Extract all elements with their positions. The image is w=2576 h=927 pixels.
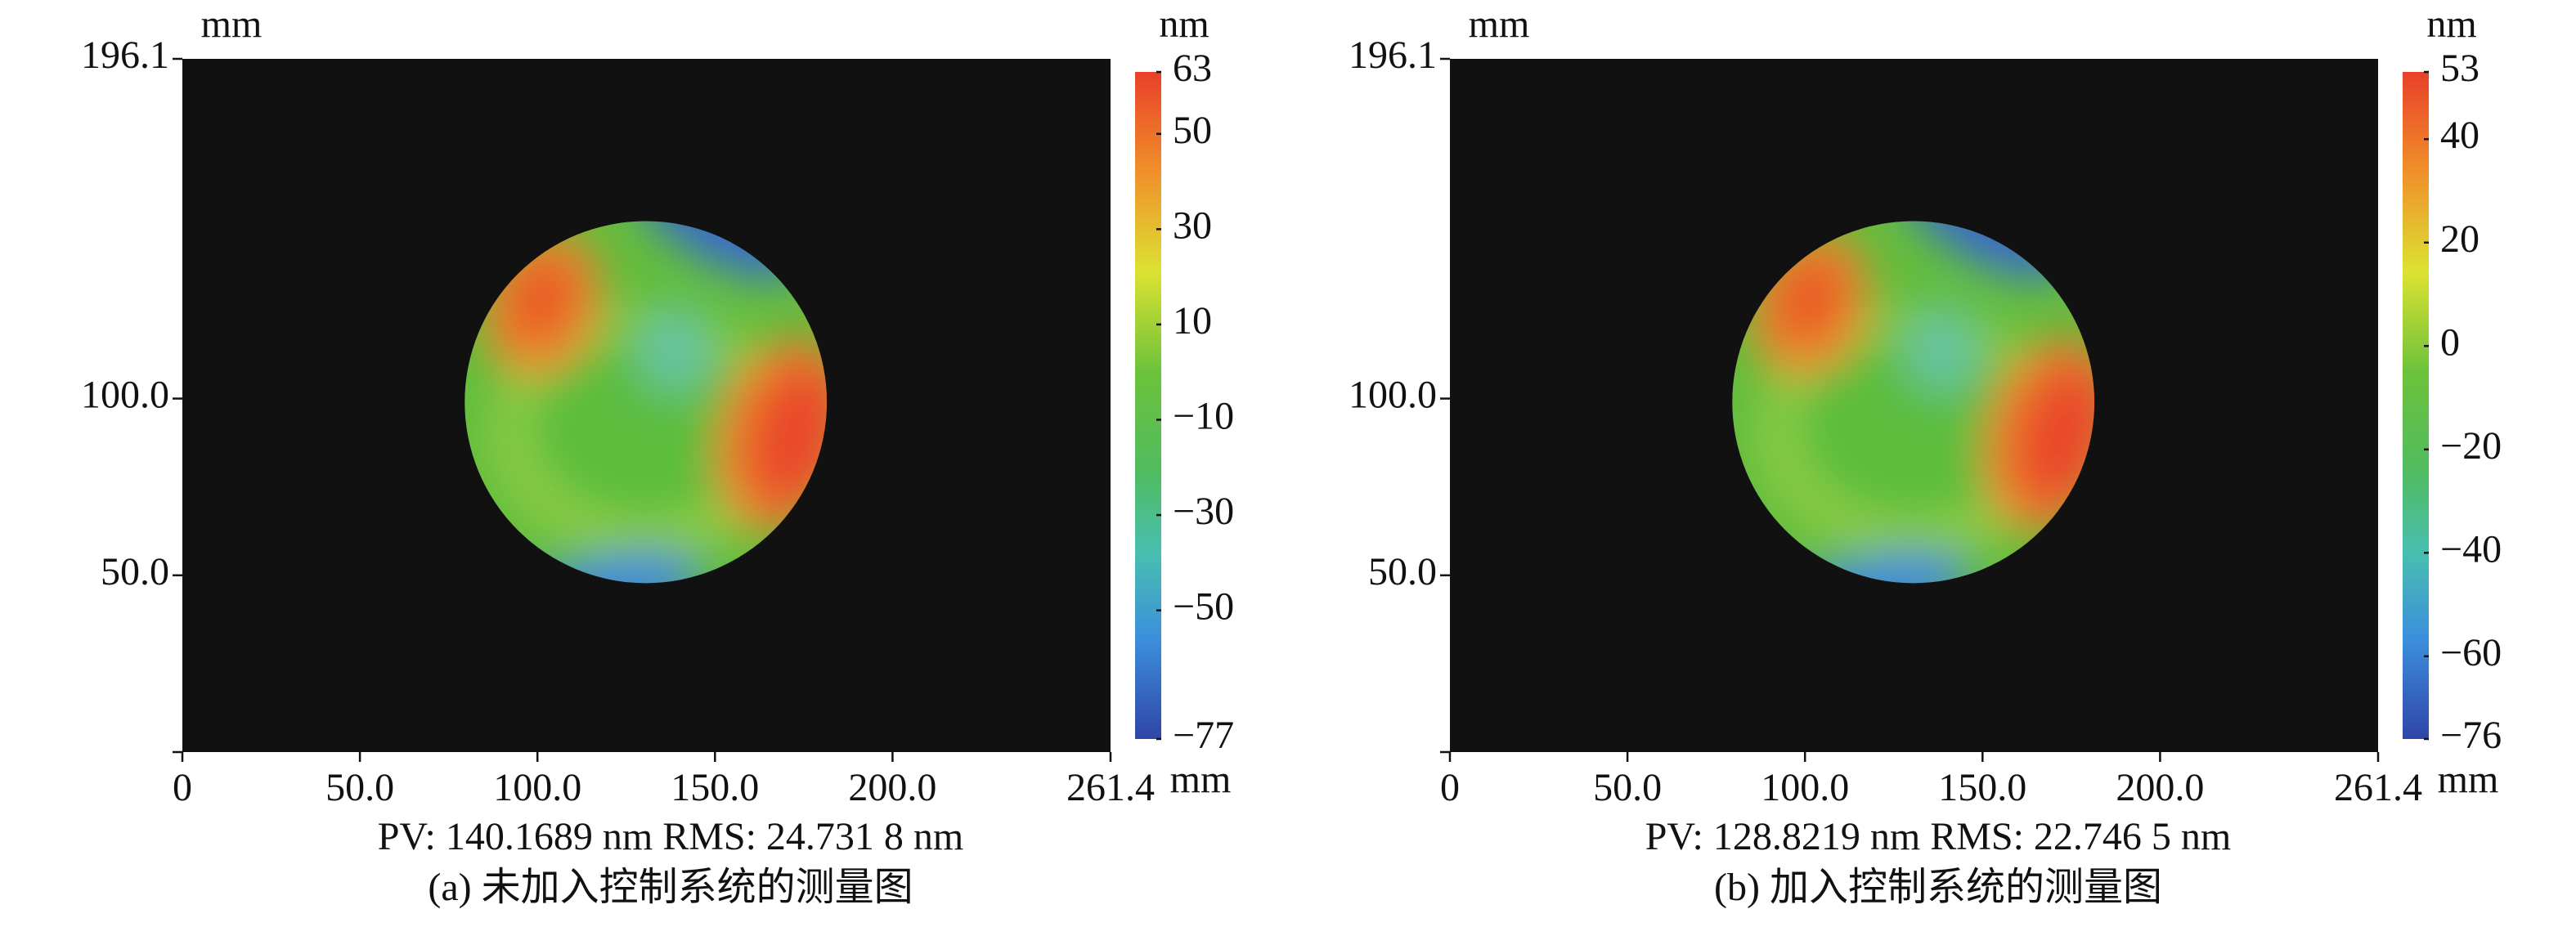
panel: 0 50.0 100.0 150.0 200.0 261.4 50.0 100.0 196.1 m… <box>81 2 1234 909</box>
colorbar-tick-label: −20 <box>2440 424 2502 468</box>
x-tick-label: 100.0 <box>493 766 581 809</box>
x-tick-label: 200.0 <box>848 766 936 809</box>
x-tick-label: 0 <box>173 766 192 809</box>
colorbar-tick-label: −40 <box>2440 527 2502 571</box>
surface <box>464 221 828 584</box>
x-tick-label: 50.0 <box>325 766 394 809</box>
surface-feature <box>637 303 712 394</box>
surface-feature <box>1905 303 1980 394</box>
colorbar-tick-label: 30 <box>1173 204 1212 247</box>
x-axis-unit: mm <box>2438 758 2499 801</box>
surface-feature <box>530 336 761 517</box>
colorbar-unit: nm <box>2426 2 2476 46</box>
caption: (a) 未加入控制系统的测量图 <box>428 866 913 909</box>
x-tick-label: 150.0 <box>1938 766 2026 809</box>
x-tick-label: 0 <box>1440 766 1460 809</box>
colorbar-tick-label: −76 <box>2440 714 2502 757</box>
colorbar-tick-label: 10 <box>1173 299 1212 343</box>
x-tick-label: 200.0 <box>2116 766 2204 809</box>
y-tick-label: 196.1 <box>81 34 169 77</box>
colorbar-tick-label: 0 <box>2440 320 2460 364</box>
colorbar-tick-label: 20 <box>2440 217 2480 261</box>
x-tick-label: 50.0 <box>1593 766 1662 809</box>
colorbar-tick-label: −10 <box>1173 395 1234 438</box>
surface-feature <box>1797 336 2029 517</box>
y-axis-unit: mm <box>201 2 263 46</box>
x-tick-label: 100.0 <box>1761 766 1849 809</box>
colorbar <box>2403 72 2429 739</box>
y-tick-label: 50.0 <box>101 550 169 593</box>
colorbar-tick-label: 53 <box>2440 47 2480 90</box>
surface-feature <box>505 255 578 344</box>
x-tick-label: 261.4 <box>2334 766 2422 809</box>
surface-feature <box>1773 255 1846 344</box>
annotation: PV: 128.8219 nm RMS: 22.746 5 nm <box>1645 815 2232 858</box>
annotation: PV: 140.1689 nm RMS: 24.731 8 nm <box>378 815 964 858</box>
x-tick-label: 150.0 <box>671 766 759 809</box>
colorbar-tick-label: −50 <box>1173 585 1234 629</box>
colorbar-tick-label: −77 <box>1173 714 1234 757</box>
y-axis-unit: mm <box>1469 2 1530 46</box>
y-tick-label: 100.0 <box>1349 374 1437 417</box>
x-axis-unit: mm <box>1170 758 1232 801</box>
colorbar <box>1135 72 1161 739</box>
y-tick-label: 100.0 <box>81 374 169 417</box>
colorbar-tick-label: 63 <box>1173 47 1212 90</box>
colorbar-unit: nm <box>1159 2 1209 46</box>
colorbar-tick-label: 40 <box>2440 114 2480 157</box>
y-tick-label: 50.0 <box>1368 550 1437 593</box>
y-tick-label: 196.1 <box>1349 34 1437 77</box>
colorbar-tick-label: −60 <box>2440 631 2502 674</box>
panel: 0 50.0 100.0 150.0 200.0 261.4 50.0 100.0 196.1 m… <box>1349 2 2502 909</box>
x-tick-label: 261.4 <box>1066 766 1155 809</box>
caption: (b) 加入控制系统的测量图 <box>1714 866 2162 909</box>
colorbar-tick-label: −30 <box>1173 490 1234 533</box>
colorbar-tick-label: 50 <box>1173 109 1212 152</box>
